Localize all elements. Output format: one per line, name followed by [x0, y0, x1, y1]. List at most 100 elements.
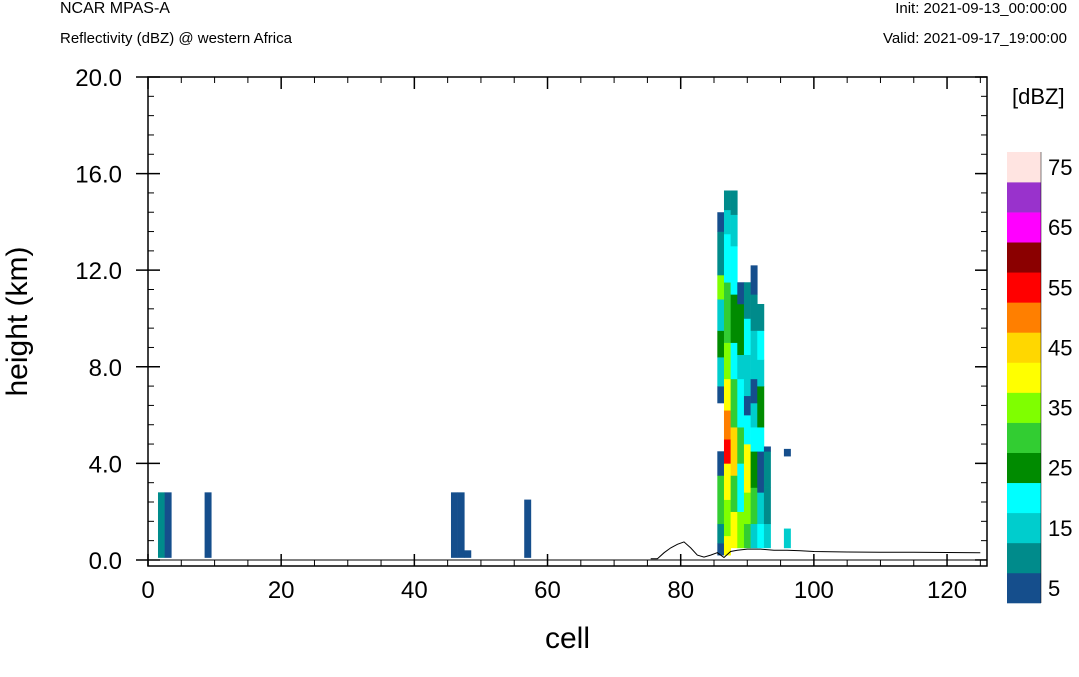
reflectivity-cell [743, 282, 751, 319]
reflectivity-cell [723, 535, 731, 556]
reflectivity-cell [723, 378, 731, 411]
colorbar-label: 5 [1048, 576, 1060, 601]
reflectivity-cell [737, 463, 745, 512]
colorbar-unit: [dBZ] [1012, 84, 1065, 109]
reflectivity-cell [730, 511, 738, 549]
reflectivity-cell [723, 282, 731, 343]
reflectivity-cells [157, 190, 791, 558]
reflectivity-cell [717, 523, 725, 544]
reflectivity-cell [164, 492, 172, 558]
x-tick-label: 100 [794, 577, 834, 604]
colorbar-swatch [1007, 392, 1041, 423]
colorbar-label: 55 [1048, 275, 1072, 300]
reflectivity-cell [450, 492, 458, 558]
reflectivity-cell [717, 212, 725, 232]
x-axis-label: cell [545, 622, 590, 655]
reflectivity-cell [783, 448, 791, 457]
x-tick-label: 80 [667, 577, 694, 604]
colorbar-label: 45 [1048, 335, 1072, 360]
colorbar-swatch [1007, 152, 1041, 183]
reflectivity-cell [730, 427, 738, 476]
colorbar-swatch [1007, 452, 1041, 484]
colorbar-swatch [1007, 272, 1041, 303]
reflectivity-cell [723, 209, 731, 235]
reflectivity-cell [723, 190, 731, 211]
reflectivity-cell [723, 463, 731, 500]
reflectivity-cell [730, 475, 738, 512]
colorbar-swatch [1007, 512, 1041, 544]
y-tick-label: 0.0 [89, 548, 122, 575]
reflectivity-cell [763, 523, 771, 549]
reflectivity-cell [757, 427, 765, 452]
reflectivity-cell [750, 265, 758, 295]
reflectivity-cell [743, 395, 751, 416]
reflectivity-cell [757, 492, 765, 525]
reflectivity-cell [763, 487, 771, 525]
reflectivity-cell [723, 499, 731, 537]
reflectivity-cell [750, 427, 758, 452]
reflectivity-cell [783, 528, 791, 549]
y-tick-label: 8.0 [89, 355, 122, 382]
reflectivity-cell [750, 403, 758, 428]
reflectivity-cell [717, 299, 725, 331]
x-tick-label: 0 [141, 577, 154, 604]
terrain-line [650, 541, 981, 560]
reflectivity-cell [717, 231, 725, 276]
x-tick-label: 120 [927, 577, 967, 604]
reflectivity-cell [723, 410, 731, 440]
model-title: NCAR MPAS-A [60, 0, 170, 17]
reflectivity-cell [737, 378, 745, 428]
colorbar-swatch [1007, 302, 1041, 333]
reflectivity-cell [750, 330, 758, 380]
reflectivity-cell [730, 294, 738, 343]
colorbar-swatch [1007, 242, 1041, 273]
reflectivity-cell [717, 330, 725, 358]
plot-axes: 0 20 40 60 80 100 120 0.0 4.0 8.0 12.0 16.0 20.0 cell… [1, 65, 988, 655]
reflectivity-cell [723, 342, 731, 380]
reflectivity-cell [524, 499, 532, 558]
reflectivity-cell [457, 492, 465, 558]
colorbar-swatch [1007, 212, 1041, 243]
reflectivity-cell [717, 275, 725, 300]
colorbar-swatch [1007, 362, 1041, 393]
y-tick-label: 12.0 [75, 258, 122, 285]
reflectivity-cell [717, 543, 725, 556]
colorbar-swatch [1007, 482, 1041, 514]
reflectivity-cell [743, 492, 751, 525]
plot-frame [147, 76, 988, 567]
reflectivity-cell [737, 511, 745, 549]
reflectivity-cell [204, 492, 212, 558]
reflectivity-cell [723, 233, 731, 283]
reflectivity-cell [743, 523, 751, 549]
x-tick-label: 40 [401, 577, 428, 604]
reflectivity-cell [763, 446, 771, 452]
colorbar-swatch [1007, 572, 1041, 604]
reflectivity-cell [750, 294, 758, 331]
reflectivity-cell [717, 475, 725, 525]
colorbar: 5 15 25 35 45 55 65 75 [dBZ] [1007, 84, 1072, 604]
colorbar-label: 35 [1048, 396, 1072, 421]
valid-time: Valid: 2021-09-17_19:00:00 [882, 30, 1067, 47]
reflectivity-cell [750, 451, 758, 488]
reflectivity-cell [723, 439, 731, 464]
colorbar-swatch [1007, 542, 1041, 574]
reflectivity-cell [730, 378, 738, 428]
reflectivity-cell [743, 444, 751, 493]
reflectivity-cell [750, 487, 758, 525]
x-tick-label: 20 [268, 577, 295, 604]
reflectivity-cell [157, 492, 165, 558]
reflectivity-cell [743, 354, 751, 397]
reflectivity-cell [750, 378, 758, 404]
colorbar-swatch [1007, 182, 1041, 213]
reflectivity-cell [730, 214, 738, 247]
reflectivity-cell [757, 451, 765, 493]
init-time: Init: 2021-09-13_00:00:00 [895, 0, 1067, 17]
reflectivity-cell [717, 386, 725, 404]
colorbar-label: 15 [1048, 516, 1072, 541]
colorbar-swatch [1007, 332, 1041, 363]
reflectivity-cell [730, 342, 738, 380]
colorbar-swatch [1007, 422, 1041, 453]
reflectivity-cell [737, 427, 745, 464]
reflectivity-cell [730, 190, 738, 215]
x-tick-label: 60 [534, 577, 561, 604]
